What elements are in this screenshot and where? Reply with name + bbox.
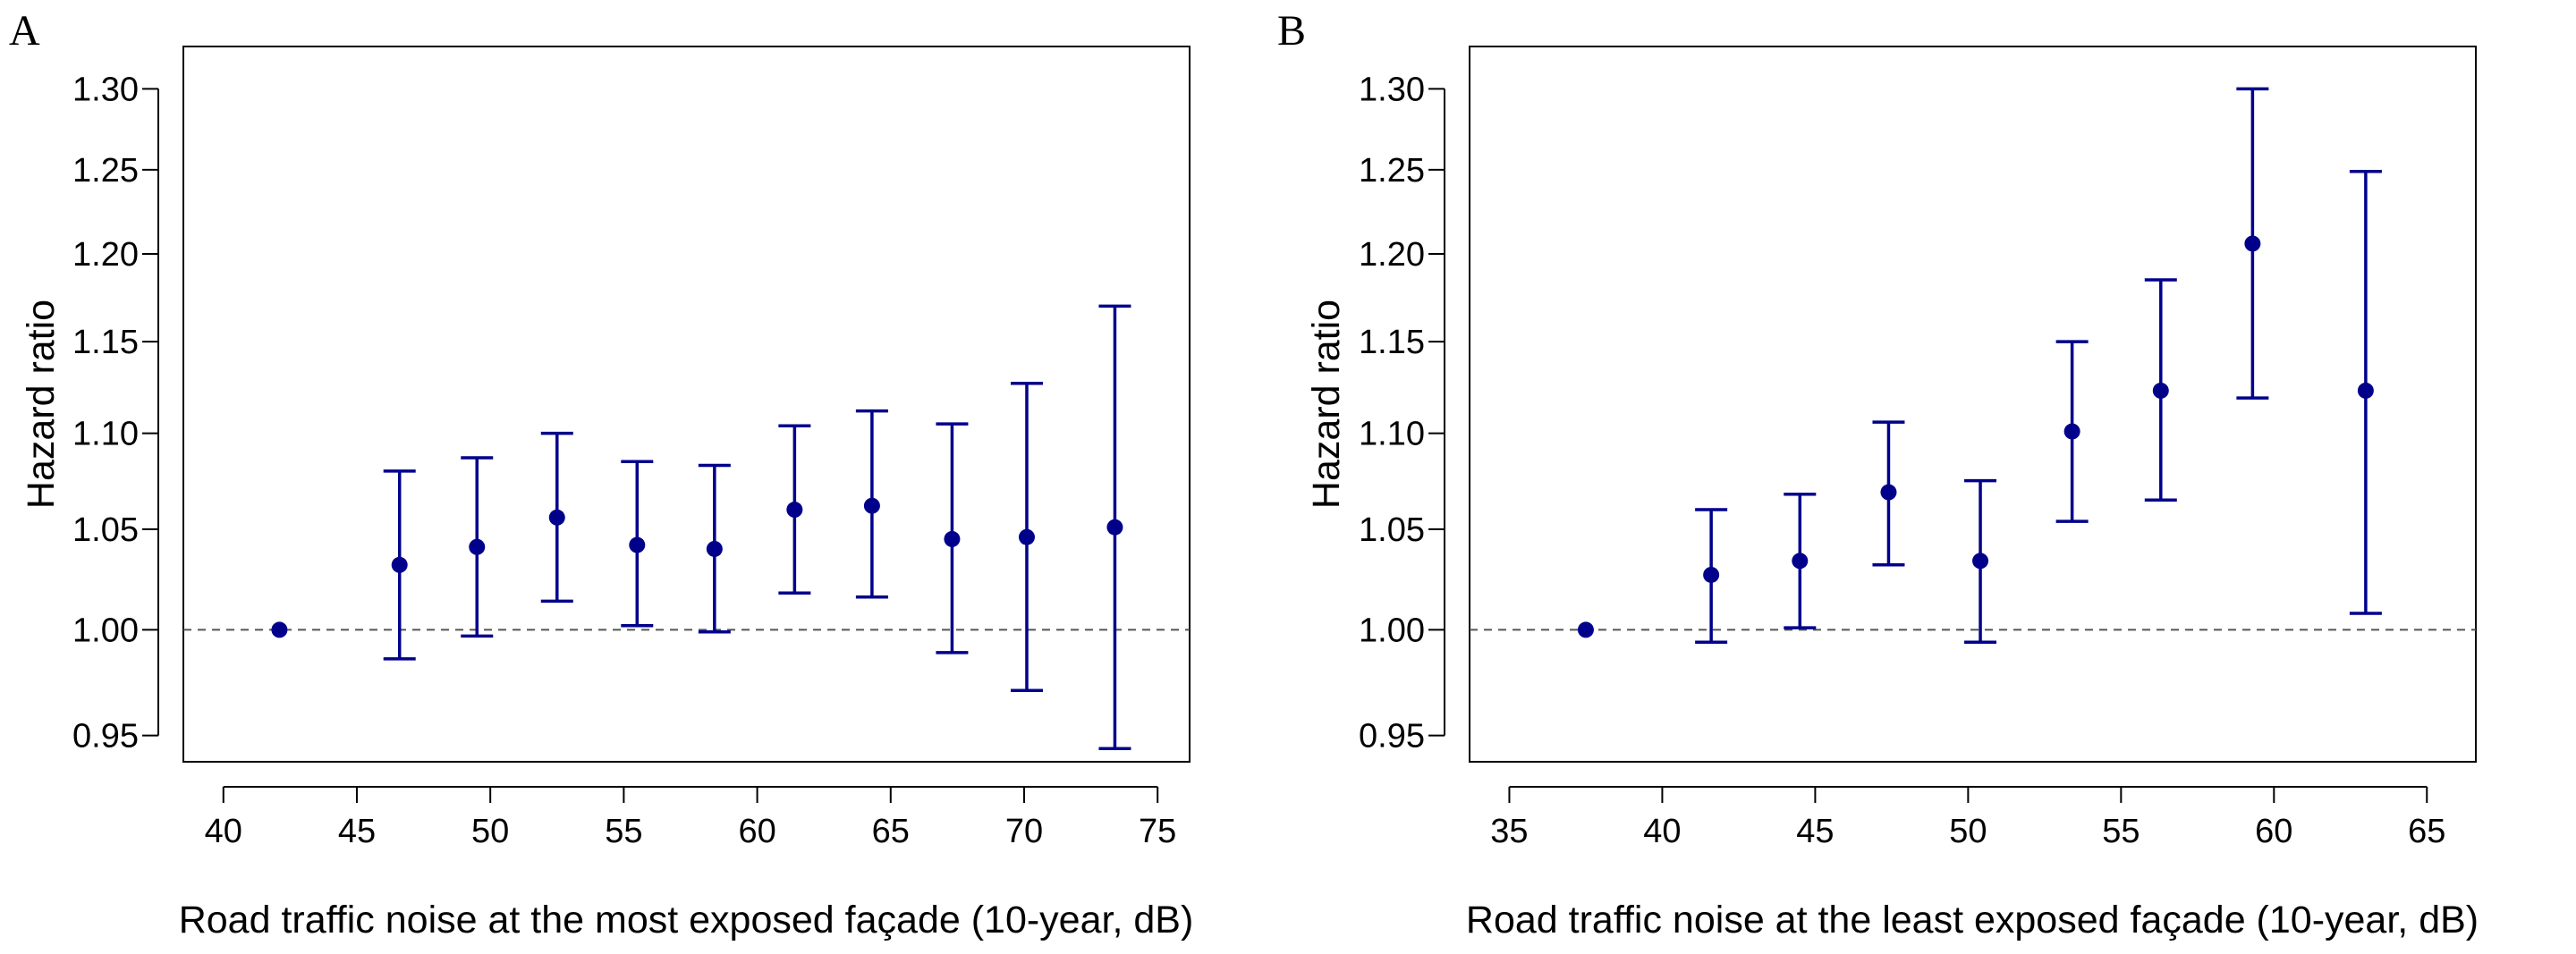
data-point	[944, 530, 961, 547]
y-tick-label: 1.00	[1359, 612, 1425, 649]
x-tick-label: 35	[1490, 813, 1528, 850]
data-point	[1018, 528, 1035, 545]
data-point	[1577, 621, 1594, 638]
data-point	[391, 556, 408, 573]
y-tick-label: 0.95	[1359, 718, 1425, 756]
data-point	[629, 536, 646, 553]
panel-a: A 40 45 50 55 60 65 70 75 0.95 1.00 1.05 1.10 1.15 1.2…	[9, 7, 1193, 941]
data-point	[271, 621, 288, 638]
data-point	[786, 502, 803, 519]
y-axis-title: Hazard ratio	[1305, 300, 1348, 509]
y-tick-label: 1.25	[1359, 152, 1425, 190]
y-tick-label: 1.05	[72, 511, 139, 549]
panel-label: A	[9, 7, 40, 55]
data-point	[2152, 382, 2169, 399]
data-point	[706, 540, 723, 557]
panel-label: B	[1277, 7, 1306, 55]
panel-b: B 35 40 45 50 55 60 65 0.95 1.00 1.05 1.10 1.15 1.20 1…	[1277, 7, 2479, 941]
data-point	[1106, 519, 1123, 536]
y-tick-label: 1.30	[72, 71, 139, 108]
y-tick-label: 1.15	[72, 324, 139, 361]
data-point	[2063, 423, 2080, 440]
data-point	[2244, 235, 2261, 252]
y-tick-label: 0.95	[72, 718, 139, 756]
data-point	[863, 497, 880, 514]
x-tick-label: 60	[2255, 813, 2292, 850]
data-point	[1972, 553, 1989, 570]
x-tick-label: 65	[2408, 813, 2445, 850]
y-tick-label: 1.25	[72, 152, 139, 190]
y-tick-label: 1.05	[1359, 511, 1425, 549]
data-point	[469, 538, 486, 555]
y-tick-label: 1.10	[1359, 416, 1425, 453]
data-point	[1703, 566, 1720, 583]
y-tick-label: 1.30	[1359, 71, 1425, 108]
y-tick-label: 1.00	[72, 612, 139, 649]
x-axis-title: Road traffic noise at the least exposed …	[1466, 899, 2479, 941]
data-point	[1792, 553, 1809, 570]
y-tick-label: 1.10	[72, 416, 139, 453]
x-tick-label: 40	[1643, 813, 1681, 850]
x-tick-label: 75	[1139, 813, 1176, 850]
plot-frame	[1469, 46, 2477, 763]
x-tick-label: 65	[872, 813, 910, 850]
data-point	[1880, 484, 1897, 501]
x-tick-label: 45	[338, 813, 376, 850]
data-point	[2357, 382, 2374, 399]
y-tick-label: 1.20	[72, 236, 139, 274]
x-tick-label: 55	[605, 813, 642, 850]
data-point	[548, 509, 565, 526]
x-tick-label: 50	[471, 813, 509, 850]
x-axis-title: Road traffic noise at the most exposed f…	[179, 899, 1194, 941]
x-tick-label: 45	[1796, 813, 1834, 850]
y-axis-title: Hazard ratio	[20, 300, 63, 509]
x-tick-label: 70	[1005, 813, 1043, 850]
x-tick-label: 50	[1949, 813, 1987, 850]
y-tick-label: 1.20	[1359, 236, 1425, 274]
x-tick-label: 40	[205, 813, 242, 850]
x-tick-label: 55	[2102, 813, 2140, 850]
y-tick-label: 1.15	[1359, 324, 1425, 361]
plot-frame	[182, 46, 1191, 763]
x-tick-label: 60	[738, 813, 775, 850]
